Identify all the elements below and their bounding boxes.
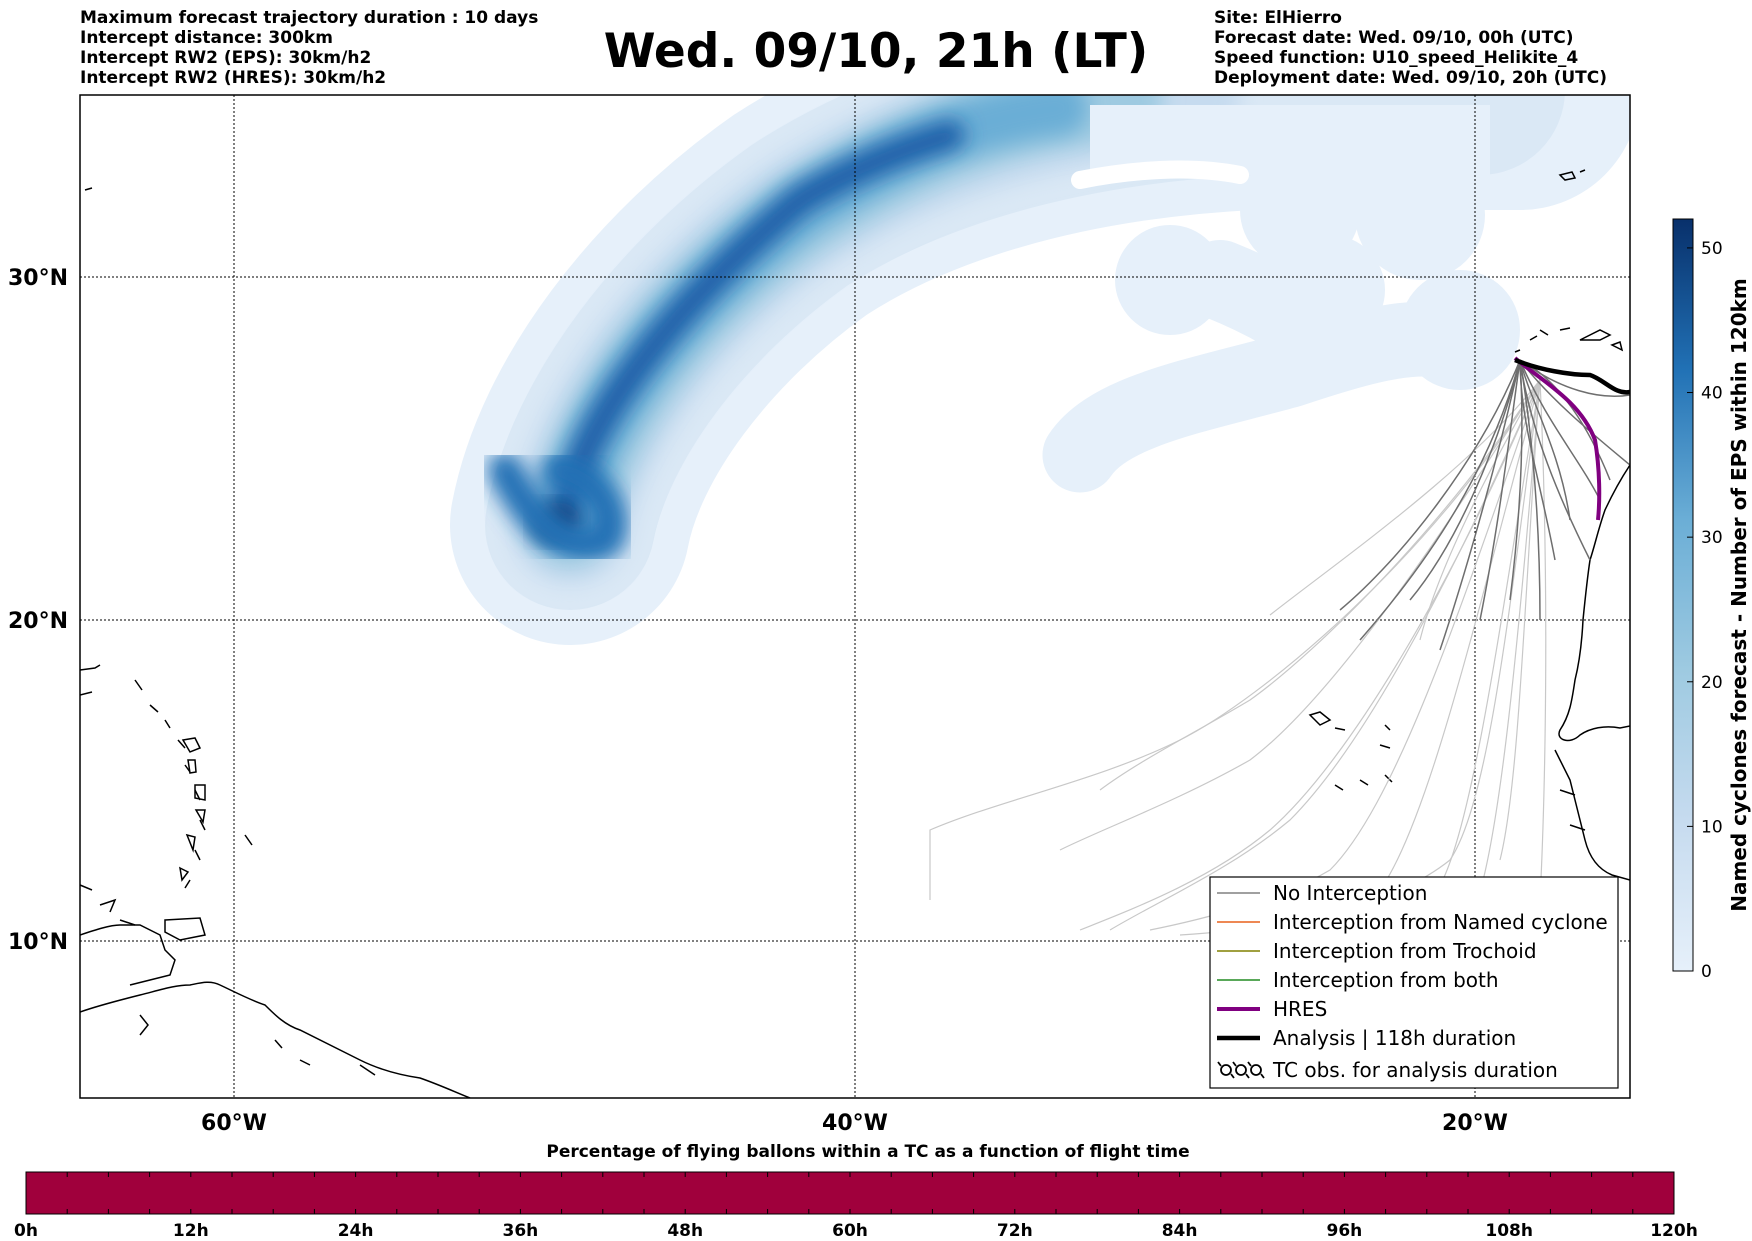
lesser-antilles <box>179 737 206 882</box>
weak-density-region <box>1042 105 1520 493</box>
colorbar-tick-label: 40 <box>1701 384 1723 404</box>
colorbar-label: Named cyclones forecast - Number of EPS … <box>1727 278 1751 912</box>
colorbar-tick-label: 20 <box>1701 673 1723 693</box>
tc-symbol-icon <box>1217 1061 1265 1079</box>
info-line: Intercept RW2 (HRES): 30km/h2 <box>80 68 387 88</box>
info-line: Forecast date: Wed. 09/10, 00h (UTC) <box>1214 28 1574 48</box>
info-line: Intercept RW2 (EPS): 30km/h2 <box>80 48 372 68</box>
legend-frame <box>1209 876 1619 1089</box>
map-frame <box>79 94 1631 1099</box>
canary-islands <box>1514 327 1624 353</box>
trinidad-island <box>164 917 206 941</box>
flight-time-tick-label: 96h <box>1327 1221 1363 1241</box>
density-core <box>550 120 965 530</box>
map-title: Wed. 09/10, 21h (LT) <box>603 24 1149 79</box>
flight-time-tick-label: 24h <box>338 1221 374 1241</box>
africa-coast <box>1554 464 1630 881</box>
caribbean-islands <box>80 664 376 1076</box>
analysis-trajectory <box>1514 357 1630 395</box>
trajectories-early <box>1339 359 1630 651</box>
azores-islands <box>84 187 93 191</box>
legend: No Interception Interception from Named … <box>1209 876 1619 1089</box>
colorbar-tick-label: 10 <box>1701 817 1723 837</box>
venezuela-coast <box>80 924 176 986</box>
flight-time-tick-label: 48h <box>667 1221 703 1241</box>
colorbar: 0 10 20 30 40 50 Named cyclones forecast - Nu… <box>1672 218 1751 982</box>
lon-label-20w: 20°W <box>1442 1111 1508 1136</box>
lat-label-30n: 30°N <box>8 266 68 291</box>
flight-time-tick-label: 12h <box>173 1221 209 1241</box>
colorbar-tick-label: 50 <box>1701 239 1723 259</box>
flight-time-tick-label: 84h <box>1162 1221 1198 1241</box>
flight-time-bar-title: Percentage of flying ballons within a TC… <box>546 1142 1189 1162</box>
site-info: Site: ElHierro Forecast date: Wed. 09/10… <box>1214 8 1607 88</box>
flight-time-tick-label: 108h <box>1485 1221 1533 1241</box>
hres-trajectory <box>1513 356 1602 521</box>
legend-label-both: Interception from both <box>1273 968 1499 992</box>
flight-time-bar-fill <box>25 1171 1675 1215</box>
colorbar-tick-label: 30 <box>1701 528 1723 548</box>
info-line: Speed function: U10_speed_Helikite_4 <box>1214 48 1579 68</box>
lon-label-60w: 60°W <box>201 1111 267 1136</box>
forecast-parameters: Maximum forecast trajectory duration : 1… <box>80 8 538 88</box>
info-line: Site: ElHierro <box>1214 8 1342 28</box>
balloon-trajectories <box>929 356 1630 936</box>
legend-label-tc-obs: TC obs. for analysis duration <box>1272 1058 1558 1082</box>
lon-label-40w: 40°W <box>822 1111 888 1136</box>
flight-time-bar: Percentage of flying ballons within a TC… <box>14 1142 1698 1241</box>
info-line: Maximum forecast trajectory duration : 1… <box>80 8 539 28</box>
lat-label-20n: 20°N <box>8 609 68 634</box>
flight-time-tick-label: 0h <box>14 1221 38 1241</box>
legend-label-analysis: Analysis | 118h duration <box>1273 1026 1516 1050</box>
legend-label-no-interception: No Interception <box>1273 881 1427 905</box>
coastlines <box>80 169 1630 1098</box>
info-line: Deployment date: Wed. 09/10, 20h (UTC) <box>1214 68 1608 88</box>
cyclone-density-field <box>450 95 1630 645</box>
legend-label-named-cyclone: Interception from Named cyclone <box>1273 910 1608 934</box>
legend-label-hres: HRES <box>1273 997 1327 1021</box>
graticule <box>80 95 1630 1098</box>
info-line: Intercept distance: 300km <box>80 28 333 48</box>
south-america-coast <box>80 981 471 1098</box>
flight-time-tick-label: 120h <box>1650 1221 1698 1241</box>
colorbar-gradient <box>1672 218 1694 972</box>
flight-time-tick-label: 36h <box>503 1221 539 1241</box>
colorbar-tick-label: 0 <box>1701 962 1712 982</box>
legend-label-trochoid: Interception from Trochoid <box>1273 939 1537 963</box>
flight-time-tick-label: 72h <box>997 1221 1033 1241</box>
flight-time-tick-label: 60h <box>832 1221 868 1241</box>
lat-label-10n: 10°N <box>8 930 68 955</box>
trajectories-late <box>929 379 1547 936</box>
density-curl <box>487 452 628 562</box>
cape-verde-islands <box>1308 711 1393 791</box>
madeira-islands <box>1558 169 1586 181</box>
